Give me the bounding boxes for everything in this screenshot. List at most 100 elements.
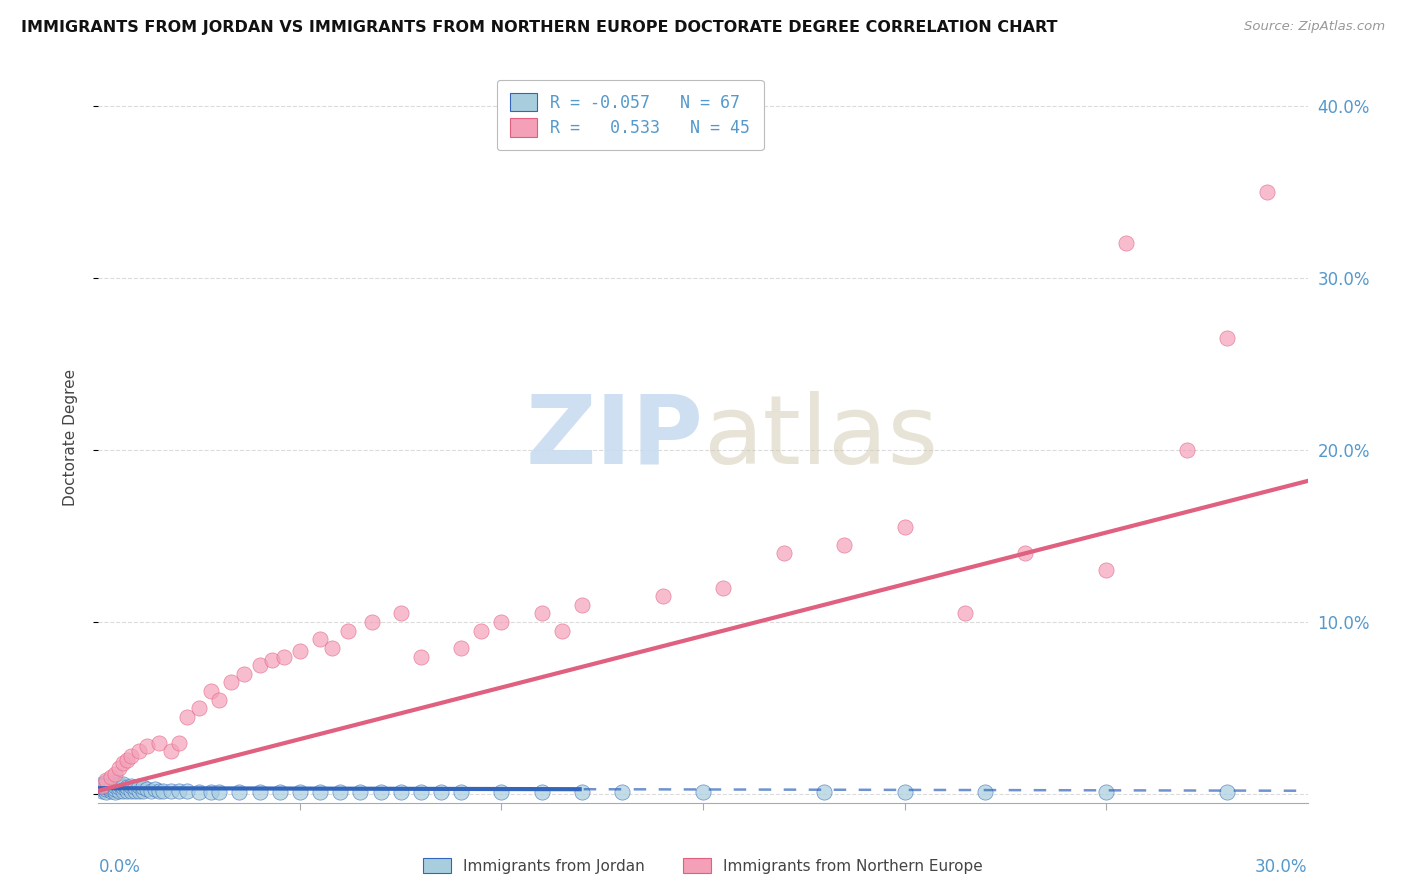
Point xyxy=(100,783,122,797)
Point xyxy=(893,520,915,534)
Point xyxy=(530,785,553,799)
Point xyxy=(832,538,855,552)
Point xyxy=(288,785,311,799)
Point xyxy=(321,640,343,655)
Point xyxy=(491,615,513,629)
Point xyxy=(96,779,118,793)
Point xyxy=(651,589,673,603)
Point xyxy=(103,782,125,797)
Point xyxy=(103,785,125,799)
Point xyxy=(167,735,190,749)
Point xyxy=(200,684,222,698)
Point xyxy=(91,777,114,791)
Point xyxy=(91,780,114,795)
Point xyxy=(96,782,118,797)
Text: 0.0%: 0.0% xyxy=(98,858,141,876)
Point xyxy=(111,756,134,771)
Point xyxy=(96,780,118,795)
Point xyxy=(176,783,198,797)
Point xyxy=(148,735,170,749)
Point xyxy=(107,783,129,797)
Point xyxy=(221,675,243,690)
Point xyxy=(893,785,915,799)
Point xyxy=(430,785,453,799)
Point xyxy=(200,785,222,799)
Point xyxy=(208,785,231,799)
Point xyxy=(176,710,198,724)
Point xyxy=(100,777,122,791)
Point xyxy=(409,649,432,664)
Point xyxy=(249,658,271,673)
Point xyxy=(91,779,114,793)
Point xyxy=(470,624,492,638)
Point xyxy=(450,640,472,655)
Point xyxy=(91,779,114,793)
Point xyxy=(1095,564,1118,578)
Point xyxy=(228,785,250,799)
Point xyxy=(571,598,593,612)
Point xyxy=(111,777,134,791)
Point xyxy=(120,783,142,797)
Point xyxy=(100,782,122,797)
Text: IMMIGRANTS FROM JORDAN VS IMMIGRANTS FROM NORTHERN EUROPE DOCTORATE DEGREE CORRE: IMMIGRANTS FROM JORDAN VS IMMIGRANTS FRO… xyxy=(21,20,1057,35)
Point xyxy=(91,783,114,797)
Point xyxy=(232,666,254,681)
Point xyxy=(409,785,432,799)
Point xyxy=(135,739,157,753)
Point xyxy=(107,780,129,795)
Point xyxy=(692,785,714,799)
Point xyxy=(103,775,125,789)
Point xyxy=(1115,236,1137,251)
Point xyxy=(96,773,118,788)
Point xyxy=(120,749,142,764)
Point xyxy=(361,615,384,629)
Point xyxy=(389,785,412,799)
Point xyxy=(115,783,138,797)
Point xyxy=(128,779,150,793)
Point xyxy=(974,785,997,799)
Text: atlas: atlas xyxy=(703,391,938,483)
Legend: Immigrants from Jordan, Immigrants from Northern Europe: Immigrants from Jordan, Immigrants from … xyxy=(418,852,988,880)
Point xyxy=(260,653,283,667)
Point xyxy=(100,770,122,784)
Point xyxy=(143,782,166,797)
Point xyxy=(813,785,835,799)
Point xyxy=(160,783,183,797)
Point xyxy=(551,624,574,638)
Point xyxy=(128,744,150,758)
Point xyxy=(288,644,311,658)
Point xyxy=(309,632,332,647)
Point xyxy=(132,780,155,795)
Point xyxy=(103,779,125,793)
Point xyxy=(96,775,118,789)
Text: ZIP: ZIP xyxy=(524,391,703,483)
Point xyxy=(491,785,513,799)
Point xyxy=(100,780,122,795)
Point xyxy=(772,546,794,560)
Point xyxy=(124,780,146,795)
Point xyxy=(107,761,129,775)
Y-axis label: Doctorate Degree: Doctorate Degree xyxy=(63,368,77,506)
Point xyxy=(337,624,360,638)
Point xyxy=(152,783,174,797)
Point xyxy=(571,785,593,799)
Point xyxy=(329,785,352,799)
Point xyxy=(115,753,138,767)
Point xyxy=(273,649,295,664)
Point xyxy=(1256,185,1278,199)
Point xyxy=(208,692,231,706)
Point xyxy=(120,779,142,793)
Point xyxy=(148,783,170,797)
Point xyxy=(450,785,472,799)
Point xyxy=(111,780,134,795)
Point xyxy=(115,780,138,795)
Point xyxy=(249,785,271,799)
Point xyxy=(370,785,392,799)
Point xyxy=(1175,442,1198,457)
Point xyxy=(711,581,734,595)
Point xyxy=(1014,546,1036,560)
Point xyxy=(530,607,553,621)
Point xyxy=(103,766,125,780)
Text: Source: ZipAtlas.com: Source: ZipAtlas.com xyxy=(1244,20,1385,33)
Point xyxy=(1216,331,1239,345)
